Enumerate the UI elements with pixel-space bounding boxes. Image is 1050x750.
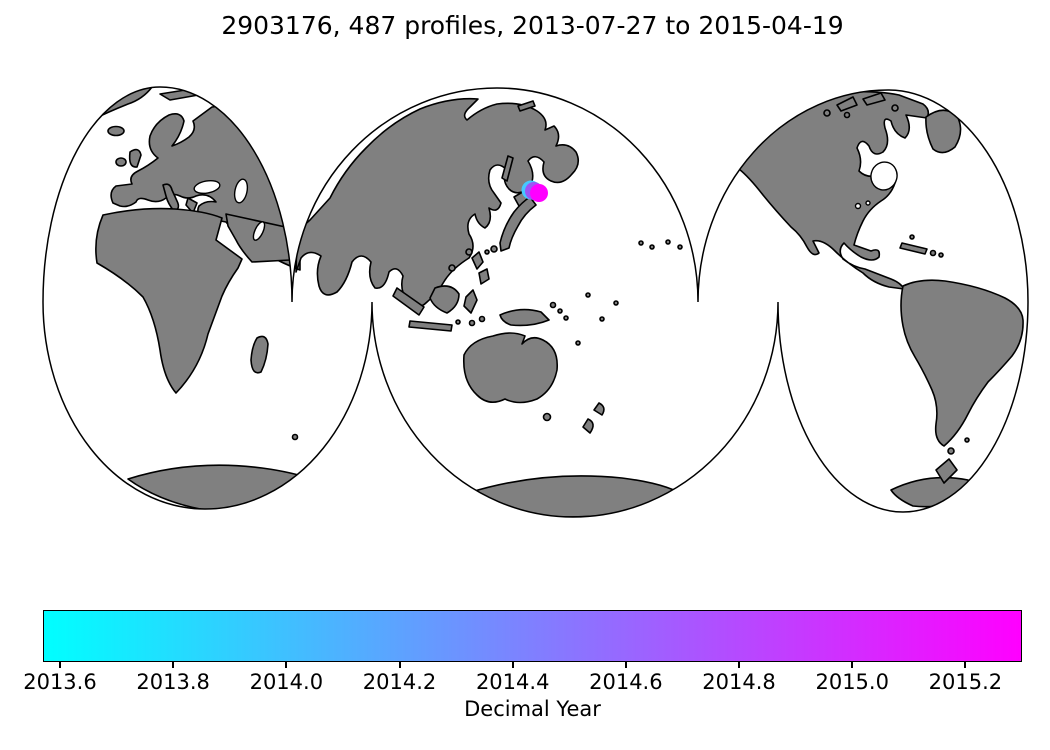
island-dot	[599, 316, 605, 322]
cuba	[899, 242, 928, 255]
map-outline	[42, 86, 1029, 518]
antarctic-peninsula	[935, 458, 958, 484]
sumatra	[392, 287, 425, 316]
antarctica-fragment	[890, 476, 977, 508]
island-dot	[557, 308, 563, 314]
profile-marker	[530, 184, 548, 202]
colorbar-axis-label: Decimal Year	[464, 697, 601, 721]
arctic-island	[517, 100, 536, 112]
colorbar-tick-label: 2013.6	[23, 670, 97, 694]
island-dot	[291, 433, 299, 441]
colorbar-tick-label: 2014.8	[702, 670, 776, 694]
colorbar-tick	[398, 662, 401, 668]
island-dot	[909, 234, 915, 240]
island-dot	[549, 301, 557, 309]
kyushu	[490, 245, 498, 253]
honshu	[499, 196, 537, 252]
lobe-europe-africa	[91, 87, 355, 517]
profile-markers	[521, 180, 548, 202]
taiwan	[465, 248, 473, 256]
britain	[128, 148, 142, 168]
caspian-sea	[233, 178, 249, 204]
colorbar-tick	[58, 662, 61, 668]
arctic-island	[367, 92, 387, 105]
new-guinea	[499, 308, 550, 327]
island-dot	[938, 252, 944, 258]
island-dot	[891, 104, 899, 112]
colorbar-tick-label: 2014.4	[475, 670, 550, 694]
greenland-fragment	[91, 87, 153, 121]
new-zealand-south	[582, 418, 594, 434]
colorbar-tick	[624, 662, 627, 668]
island-dot	[575, 340, 581, 346]
colorbar-tick	[851, 662, 854, 668]
black-sea	[193, 179, 221, 195]
sakhalin	[501, 155, 514, 182]
colorbar-tick	[738, 662, 741, 668]
island-dot	[677, 244, 683, 250]
island-dot	[649, 244, 655, 250]
arctic-island	[337, 100, 361, 118]
colorbar-tick	[511, 662, 514, 668]
island-dot	[478, 315, 486, 323]
colorbar-tick-label: 2014.0	[249, 670, 324, 694]
plot-title: 2903176, 487 profiles, 2013-07-27 to 201…	[221, 11, 844, 40]
borneo	[429, 285, 460, 314]
antarctica-fragment	[127, 464, 355, 517]
island-dot	[468, 319, 476, 327]
philippines	[471, 251, 484, 270]
ireland	[115, 157, 127, 167]
sulawesi	[463, 289, 478, 314]
colorbar	[43, 610, 1022, 662]
colorbar-tick-label: 2015.0	[815, 670, 889, 694]
colorbar-tick-label: 2013.8	[136, 670, 210, 694]
hudson-bay	[870, 161, 898, 191]
island-dot	[843, 111, 851, 119]
colorbar-tick	[172, 662, 175, 668]
italy	[162, 183, 180, 212]
island-dot	[823, 109, 831, 117]
madagascar	[250, 335, 269, 374]
continents	[91, 87, 1024, 517]
arctic-island	[836, 96, 858, 112]
island-dot	[484, 249, 490, 255]
arctic-island	[862, 92, 886, 106]
island-dot	[395, 90, 401, 96]
island-dot	[613, 300, 619, 306]
great-lakes	[865, 200, 871, 206]
hispaniola	[929, 249, 937, 257]
philippines	[478, 268, 490, 285]
colorbar-tick	[285, 662, 288, 668]
great-lakes	[854, 202, 862, 210]
south-america	[900, 279, 1024, 447]
persian-gulf	[252, 221, 266, 241]
island-dot	[585, 292, 591, 298]
new-zealand-north	[593, 402, 605, 416]
island-dot	[638, 240, 644, 246]
island-dot	[665, 239, 671, 245]
island-dot	[964, 437, 970, 443]
hainan	[448, 264, 456, 272]
colorbar-tick-label: 2014.2	[362, 670, 437, 694]
iceland	[107, 125, 125, 137]
australia	[462, 332, 559, 404]
colorbar-tick-label: 2015.2	[928, 670, 1003, 694]
colorbar-tick	[964, 662, 967, 668]
north-america	[704, 90, 930, 290]
tierra-del-fuego	[947, 447, 955, 455]
lobe-asia-australia	[295, 90, 689, 517]
asia	[295, 97, 580, 308]
island-dot	[455, 319, 461, 325]
java	[408, 320, 453, 332]
africa	[95, 207, 243, 394]
antarctica-fragment	[467, 475, 689, 517]
tasmania	[542, 412, 552, 422]
island-dot	[563, 315, 569, 321]
colorbar-tick-label: 2014.6	[589, 670, 663, 694]
